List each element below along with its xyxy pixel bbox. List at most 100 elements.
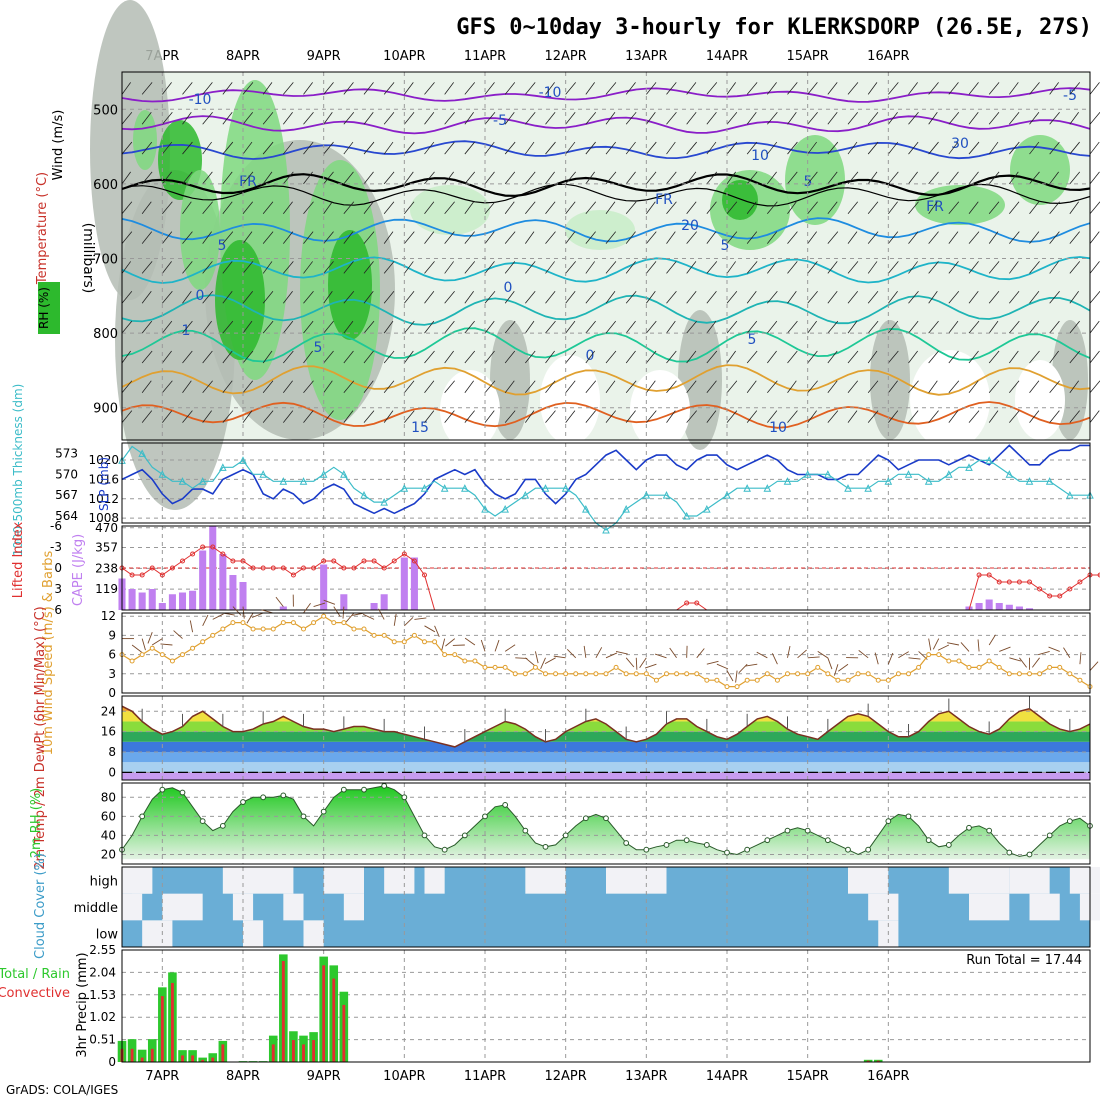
upper-wind-barb [141,141,153,155]
upper-wind-barb [746,380,757,394]
upper-wind-barb [988,111,1000,125]
wind-speed-point [452,652,458,658]
contour-label: 1 [182,323,191,339]
surface-wind-barb [1089,661,1099,671]
upper-wind-barb [1069,171,1081,185]
upper-wind-barb [968,350,979,364]
upper-wind-barb [504,231,516,244]
surface-wind-barb [635,657,638,670]
lifted-index-point [1067,586,1073,592]
wind-speed-point [290,620,296,626]
upper-wind-barb [666,350,677,364]
upper-wind-barb [686,261,697,274]
wind-speed-point [1027,671,1032,677]
upper-wind-barb [283,82,294,95]
cloud-level-label: high [90,874,118,889]
upper-wind-barb [343,111,355,125]
contour-label: 0 [504,280,513,296]
contour-label: 5 [218,238,227,254]
wind-speed-point [502,664,508,670]
upper-wind-barb [504,141,516,155]
wind-speed-point [1057,664,1063,670]
wind-speed-point [593,671,599,677]
upper-wind-barb [202,380,213,394]
surface-wind-barb [838,663,849,672]
upper-wind-barb [807,82,818,95]
upper-wind-barb [605,82,617,95]
upper-wind-barb [404,111,415,125]
surface-wind-barb [827,657,833,670]
upper-wind-barb [807,201,818,215]
upper-wind-barb [1029,171,1040,185]
upper-wind-barb [222,82,233,95]
rh-point [804,827,811,834]
upper-wind-barb [545,201,556,214]
surface-wind-barb [494,639,500,652]
rh-point [885,818,892,825]
upper-wind-barb [444,291,455,304]
thickness-point [965,463,973,471]
upper-wind-barb [726,82,736,95]
upper-wind-barb [242,111,254,125]
upper-wind-barb [565,380,576,394]
thickness-point [662,491,671,499]
cape-axis-label: CAPE (J/kg) [71,534,86,606]
upper-wind-barb [827,410,839,423]
upper-wind-barb [202,350,213,364]
upper-wind-barb [1009,320,1020,334]
upper-wind-barb [121,141,133,155]
precip-convective-bar [866,1060,870,1062]
rh-point [219,822,226,829]
upper-wind-barb [262,261,273,274]
rh-point [482,813,488,820]
upper-wind-barb [968,82,979,95]
thickness-point [602,525,610,534]
upper-wind-barb [847,231,858,244]
upper-wind-barb [162,111,173,125]
upper-wind-barb [202,261,213,274]
thickness-point [259,470,267,478]
upper-wind-barb [1089,350,1100,364]
upper-wind-barb [303,201,314,215]
upper-wind-barb [323,410,334,423]
cape-bar [219,554,227,610]
upper-wind-barb [625,231,636,244]
upper-wind-barb [1069,350,1081,364]
upper-wind-barb [525,82,536,95]
contour-label: 10 [769,420,787,436]
upper-wind-barb [625,350,636,364]
upper-wind-barb [1069,82,1081,95]
upper-wind-barb [525,111,536,125]
upper-wind-barb [1009,410,1020,423]
upper-wind-barb [222,141,234,155]
surface-wind-barb [605,652,618,659]
upper-wind-barb [625,261,636,274]
cloud-clear-patch [868,893,899,921]
upper-wind-barb [686,320,697,334]
upper-wind-barb [141,291,152,304]
surface-wind-barb [898,651,909,659]
wind-speed-point [250,626,256,632]
upper-wind-barb [827,171,838,185]
rh-point [683,837,690,844]
upper-wind-barb [585,291,597,304]
upper-wind-barb [565,410,576,423]
cloud-clear-patch [343,893,364,921]
upper-wind-barb [262,320,274,334]
upper-wind-barb [968,320,980,334]
upper-wind-barb [605,291,616,304]
upper-wind-barb [504,111,515,125]
upper-wind-barb [242,320,253,334]
upper-wind-barb [928,171,939,185]
wind-speed-point [986,658,992,664]
surface-wind-barb [706,660,719,665]
upper-wind-barb [162,320,173,334]
lifted-index-point [976,572,982,578]
upper-wind-barb [444,261,454,274]
legend-convective: Convective [0,986,70,1001]
lifted-index-point [220,551,226,557]
upper-wind-barb [504,82,516,95]
day-label-bottom: 8APR [226,1069,260,1084]
upper-wind-barb [444,410,455,423]
upper-wind-barb [605,201,616,214]
